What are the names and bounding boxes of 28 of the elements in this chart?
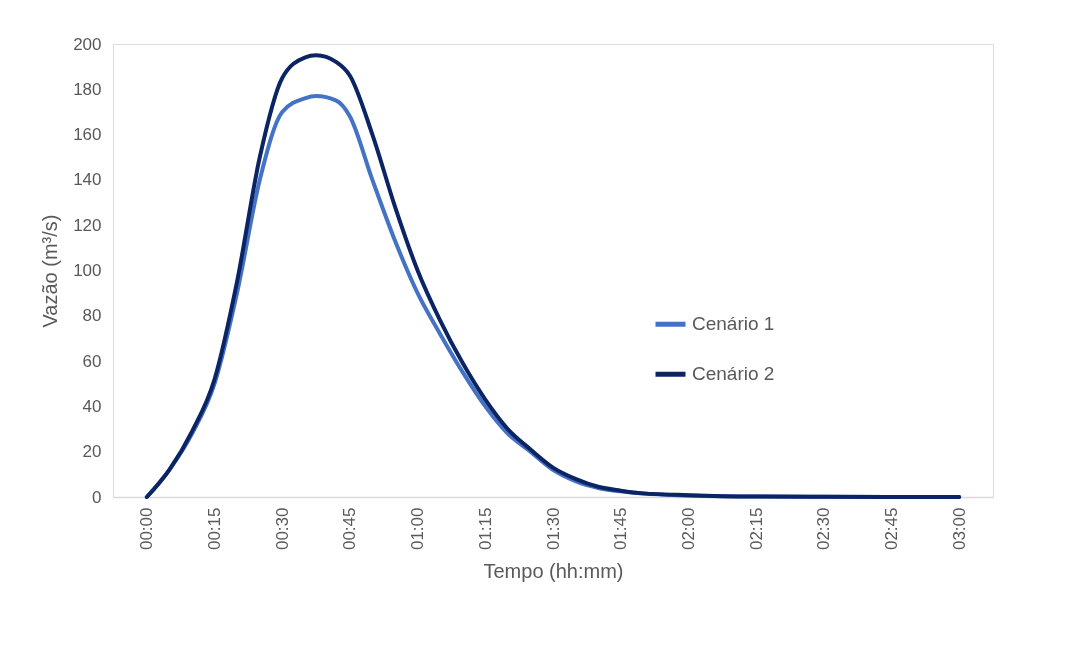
x-tick-label: 01:00: [408, 507, 428, 551]
x-tick-label: 02:45: [881, 507, 901, 551]
x-tick-label: 02:30: [814, 507, 834, 551]
y-tick-label: 0: [92, 487, 102, 507]
x-tick-label: 00:15: [205, 507, 225, 551]
x-tick-label: 02:00: [678, 507, 698, 551]
x-tick-label: 02:15: [746, 507, 766, 551]
y-tick-label: 40: [82, 396, 102, 416]
x-tick-label: 00:00: [137, 507, 157, 551]
y-tick-label: 160: [73, 125, 102, 145]
x-axis-title: Tempo (hh:mm): [483, 560, 624, 583]
legend-label: Cenário 2: [692, 363, 775, 385]
x-tick-label: 01:30: [543, 507, 563, 551]
x-tick-label: 00:45: [340, 507, 360, 551]
x-tick-label: 03:00: [949, 507, 969, 551]
x-tick-label: 01:45: [611, 507, 631, 551]
legend-label: Cenário 1: [692, 313, 775, 335]
y-axis-title: Vazão (m³/s): [39, 214, 62, 328]
y-tick-label: 60: [82, 351, 102, 371]
y-tick-label: 80: [82, 306, 102, 326]
y-tick-label: 200: [73, 34, 102, 54]
y-tick-label: 180: [73, 79, 102, 99]
y-tick-label: 100: [73, 261, 102, 280]
x-tick-label: 00:30: [272, 507, 292, 551]
y-tick-label: 20: [82, 442, 102, 462]
y-tick-label: 120: [73, 215, 102, 235]
x-tick-label: 01:15: [475, 507, 495, 551]
y-tick-label: 140: [73, 170, 102, 190]
